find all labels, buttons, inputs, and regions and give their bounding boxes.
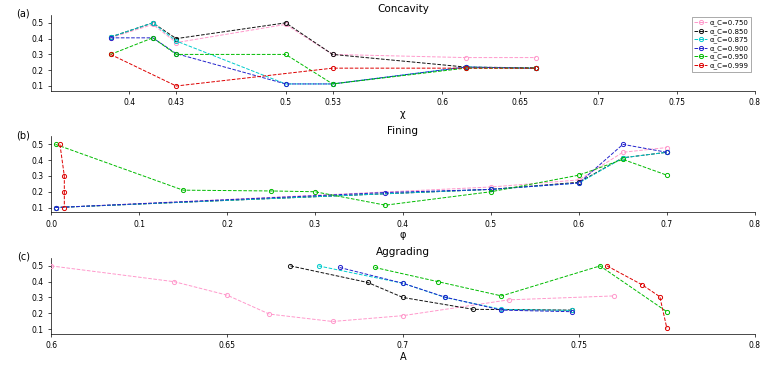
Title: Concavity: Concavity: [377, 4, 429, 14]
Text: (b): (b): [16, 130, 30, 141]
X-axis label: χ: χ: [400, 109, 405, 119]
Legend: α_C=0.750, α_C=0.850, α_C=0.875, α_C=0.900, α_C=0.950, α_C=0.999: α_C=0.750, α_C=0.850, α_C=0.875, α_C=0.9…: [692, 17, 751, 72]
X-axis label: A: A: [399, 352, 406, 362]
Text: (a): (a): [16, 9, 30, 19]
Title: Aggrading: Aggrading: [376, 247, 430, 257]
Title: Fining: Fining: [388, 126, 418, 136]
X-axis label: φ: φ: [400, 230, 406, 240]
Text: (c): (c): [17, 252, 30, 262]
